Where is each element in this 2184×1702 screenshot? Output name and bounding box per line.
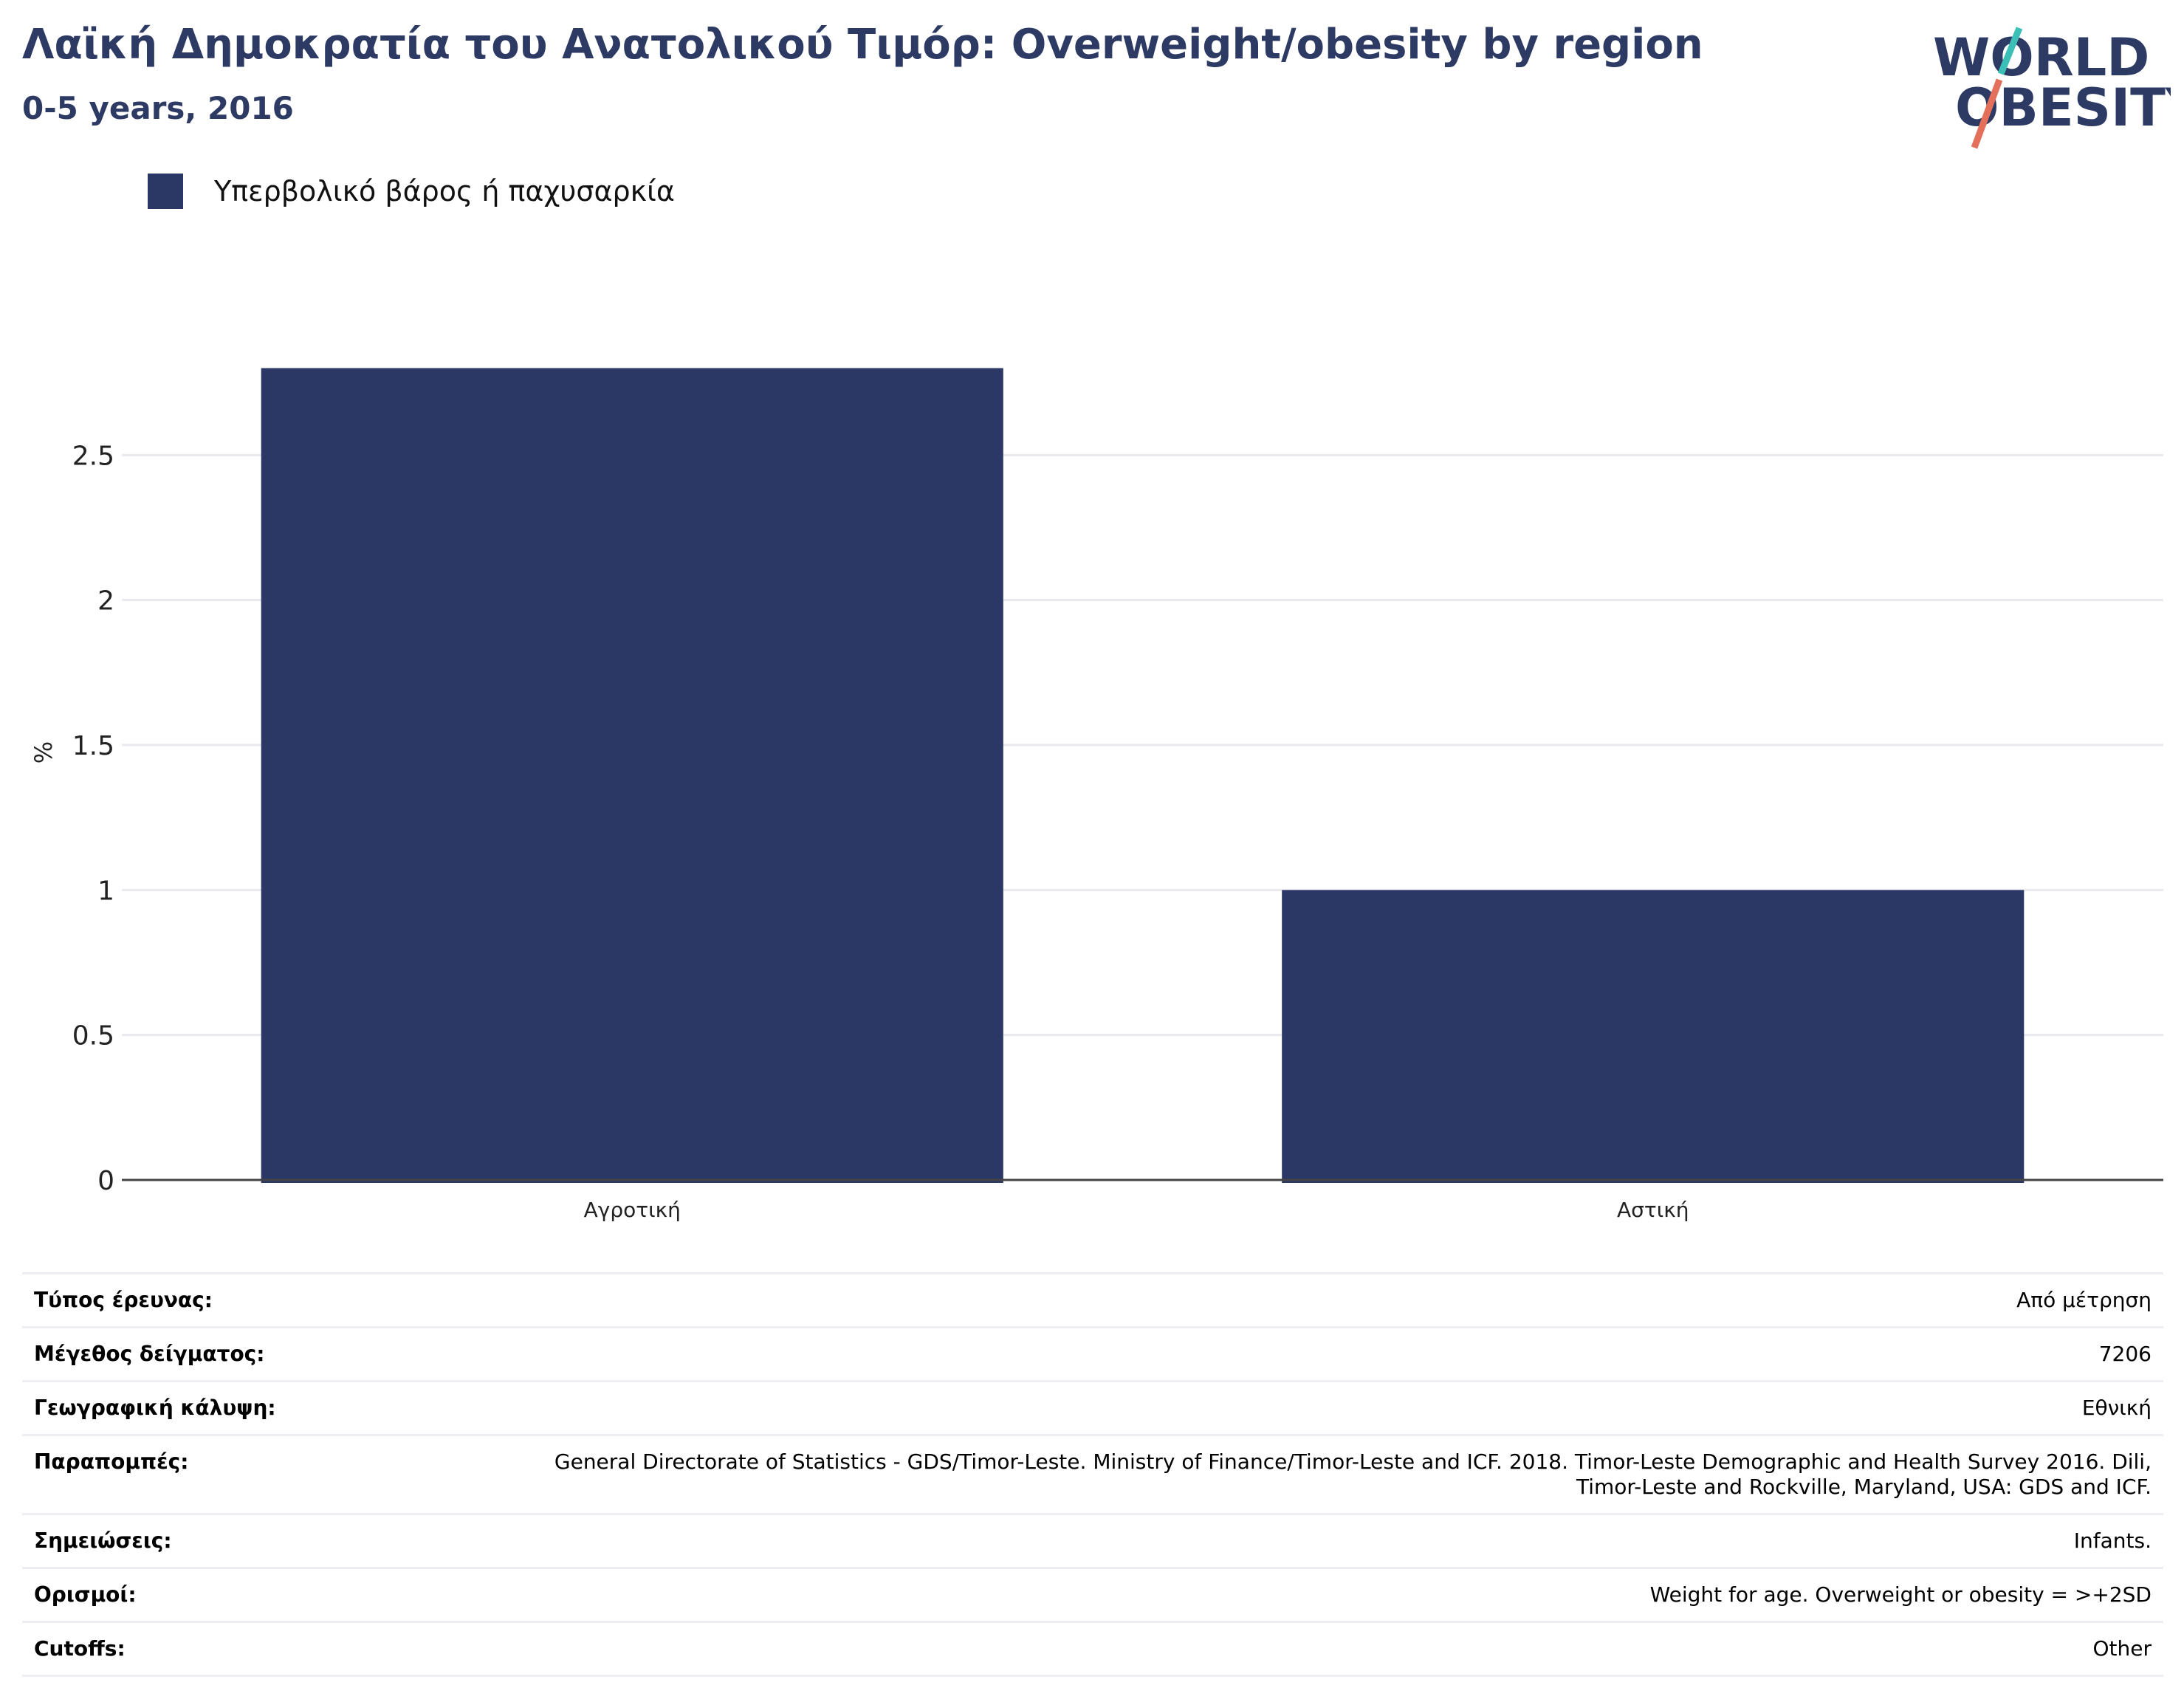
details-value: Εθνική (2081, 1396, 2152, 1420)
chart-subtitle: 0-5 years, 2016 (22, 90, 294, 126)
bar (261, 368, 1003, 1183)
details-value: Από μέτρηση (2016, 1288, 2152, 1312)
logo-slash-bottom (1971, 78, 2003, 149)
logo-slash-top (1997, 27, 2023, 75)
details-row: Τύπος έρευνας: Από μέτρηση (22, 1272, 2163, 1326)
y-tick-label: 2.5 (72, 441, 114, 471)
details-key: Cutoffs: (34, 1636, 126, 1661)
x-tick-labels: Αγροτική Αστική (584, 1198, 1689, 1222)
details-value: Other (2092, 1636, 2152, 1661)
bars (261, 368, 2025, 1183)
x-tick-label: Αστική (1617, 1198, 1689, 1222)
details-row: Ορισμοί: Weight for age. Overweight or ob… (22, 1567, 2163, 1621)
y-tick-labels: 0 0.5 1 1.5 2 2.5 (72, 441, 114, 1196)
x-tick-label: Αγροτική (584, 1198, 681, 1222)
world-obesity-logo: WORLD OBESITY (1933, 27, 2171, 149)
details-row: Cutoffs: Other (22, 1621, 2163, 1677)
details-value: 7206 (2098, 1342, 2152, 1366)
details-key: Παραπομπές: (34, 1449, 189, 1474)
logo-text-world: WORLD (1933, 27, 2149, 88)
details-value: Infants. (2073, 1528, 2152, 1553)
chart-title: Λαϊκή Δημοκρατία του Ανατολικού Τιμόρ: O… (22, 21, 1703, 69)
legend-label: Υπερβολικό βάρος ή παχυσαρκία (214, 175, 675, 207)
details-row: Γεωγραφική κάλυψη: Εθνική (22, 1380, 2163, 1434)
y-tick-label: 0.5 (72, 1021, 114, 1051)
details-row: Παραπομπές: General Directorate of Statis… (22, 1434, 2163, 1513)
details-key: Ορισμοί: (34, 1582, 137, 1607)
details-row: Μέγεθος δείγματος: 7206 (22, 1326, 2163, 1380)
details-row: Σημειώσεις: Infants. (22, 1513, 2163, 1567)
details-value: General Directorate of Statistics - GDS/… (554, 1449, 2152, 1499)
y-tick-label: 0 (97, 1166, 114, 1196)
y-tick-label: 1.5 (72, 731, 114, 761)
y-tick-label: 2 (97, 586, 114, 617)
details-key: Μέγεθος δείγματος: (34, 1342, 265, 1366)
details-key: Τύπος έρευνας: (34, 1288, 213, 1312)
details-key: Γεωγραφική κάλυψη: (34, 1396, 276, 1420)
chart-legend: Υπερβολικό βάρος ή παχυσαρκία (148, 173, 675, 210)
y-axis-label: % (30, 741, 58, 764)
legend-swatch (148, 174, 183, 209)
bar (1282, 890, 2025, 1183)
y-tick-label: 1 (97, 876, 114, 906)
bar-chart: 0 0.5 1 1.5 2 2.5 Αγροτική Αστική % (30, 368, 2163, 1222)
survey-details-table: Τύπος έρευνας: Από μέτρηση Μέγεθος δείγματ… (22, 1272, 2163, 1677)
details-value: Weight for age. Overweight or obesity = … (1649, 1582, 2152, 1607)
details-key: Σημειώσεις: (34, 1528, 172, 1553)
